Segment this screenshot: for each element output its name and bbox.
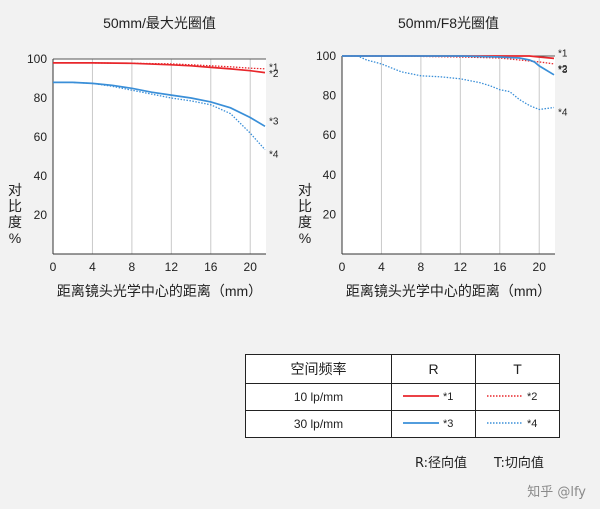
series-line <box>342 55 555 111</box>
legend-line-dotted-red: *2 <box>486 391 537 403</box>
y-axis-label-char: 对 <box>8 182 22 198</box>
chart-title: 50mm/F8光圈值 <box>398 15 499 31</box>
series-end-label: *1 <box>269 63 279 74</box>
series-line <box>53 81 266 151</box>
x-axis-label: 距离镜头光学中心的距离（mm） <box>346 283 551 299</box>
y-tick-label: 40 <box>323 168 337 182</box>
x-axis-label: 距离镜头光学中心的距离（mm） <box>57 283 262 299</box>
legend-note-tangential: T:切向值 <box>494 456 544 471</box>
y-tick-label: 80 <box>323 89 337 103</box>
legend-swatch-3: *3 <box>391 410 476 438</box>
mtf-legend-table: 空间频率 R T 10 lp/mm *1 *2 30 lp/mm *3 <box>245 354 560 438</box>
y-axis-label-char: 比 <box>8 198 22 214</box>
series-end-label: *2 <box>558 64 568 75</box>
legend-swatch-2: *2 <box>475 383 560 411</box>
legend-swatch-label: *2 <box>527 391 537 403</box>
legend-swatch-label: *3 <box>443 418 453 430</box>
legend-line-dotted-blue: *4 <box>486 418 537 430</box>
plot-area <box>342 56 555 254</box>
x-tick-label: 12 <box>454 260 468 274</box>
x-tick-label: 16 <box>204 260 218 274</box>
y-axis-label-char: 度 <box>298 214 312 230</box>
series-end-label: *4 <box>558 107 568 118</box>
y-tick-label: 60 <box>34 130 48 144</box>
series-end-label: *1 <box>558 48 568 59</box>
series-end-label: *4 <box>269 150 279 161</box>
legend-swatch-label: *1 <box>443 391 453 403</box>
x-tick-label: 4 <box>89 260 96 274</box>
legend-row-10lp-label: 10 lp/mm <box>245 383 392 411</box>
y-tick-label: 60 <box>323 128 337 142</box>
x-tick-label: 8 <box>418 260 425 274</box>
mtf-charts: 0 4 8 12 16 202040608010050mm/最大光圈值距离镜头光学中心的距… <box>8 15 568 299</box>
legend-note-radial: R:径向值 <box>415 456 468 471</box>
y-axis-label-char: 度 <box>8 214 22 230</box>
legend-header-frequency: 空间频率 <box>245 354 392 384</box>
legend-line-solid-red: *1 <box>402 391 453 403</box>
legend-header-tangential: T <box>475 354 560 384</box>
y-tick-label: 40 <box>34 169 48 183</box>
y-tick-label: 20 <box>323 207 337 221</box>
legend-swatch-1: *1 <box>391 383 476 411</box>
legend-header-radial: R <box>391 354 476 384</box>
legend-swatch-label: *4 <box>527 418 537 430</box>
x-tick-label: 20 <box>533 260 547 274</box>
y-axis-label-char: 对 <box>298 182 312 198</box>
series-end-label: *3 <box>269 116 279 127</box>
y-tick-label: 80 <box>34 91 48 105</box>
series-end-label: *3 <box>558 65 568 76</box>
x-tick-label: 16 <box>493 260 507 274</box>
legend-row-30lp-label: 30 lp/mm <box>245 410 392 438</box>
legend-line-solid-blue: *3 <box>402 418 453 430</box>
watermark: 知乎 @lfy <box>527 485 586 500</box>
x-tick-label: 0 <box>339 260 346 274</box>
x-tick-label: 4 <box>378 260 385 274</box>
y-tick-label: 20 <box>34 208 48 222</box>
legend-swatch-4: *4 <box>475 410 560 438</box>
series-line <box>53 62 266 70</box>
y-tick-label: 100 <box>27 52 47 66</box>
y-axis-label-char: 比 <box>298 198 312 214</box>
x-tick-label: 20 <box>244 260 258 274</box>
y-tick-label: 100 <box>316 49 336 63</box>
y-axis-label-char: % <box>299 230 311 246</box>
series-line <box>53 62 266 74</box>
plot-area <box>53 59 266 254</box>
y-axis-label-char: % <box>9 230 21 246</box>
x-tick-label: 8 <box>129 260 136 274</box>
chart-title: 50mm/最大光圈值 <box>103 15 216 31</box>
series-end-label: *2 <box>269 69 279 80</box>
series-line <box>342 55 555 76</box>
x-tick-label: 12 <box>165 260 179 274</box>
x-tick-label: 0 <box>50 260 57 274</box>
